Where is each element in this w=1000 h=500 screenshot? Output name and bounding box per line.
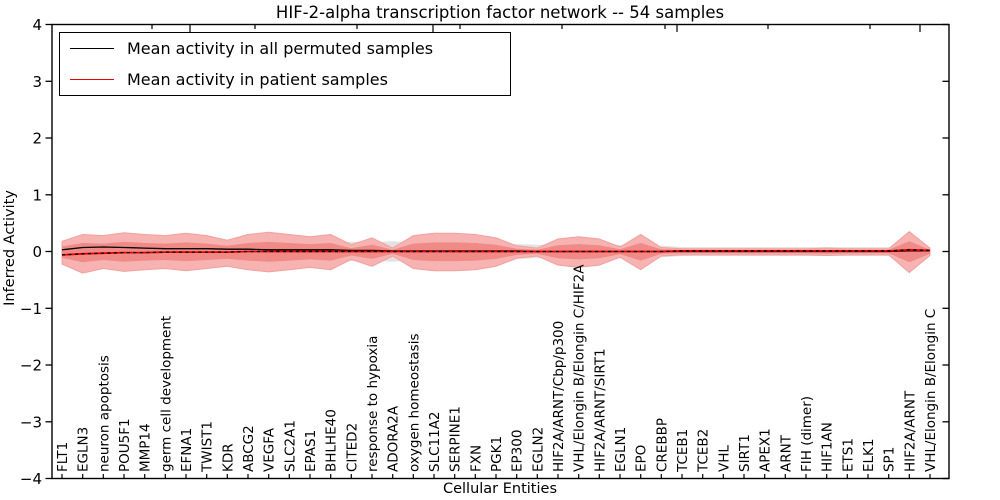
x-tick-label: HIF1AN xyxy=(820,422,836,472)
x-tick-label: VEGFA xyxy=(262,427,278,472)
x-tick-label: APEX1 xyxy=(758,428,774,472)
x-tick-label: VHL xyxy=(716,445,732,472)
y-tick-label: 4 xyxy=(32,16,42,34)
x-tick-label: VHL/Elongin B/Elongin C/HIF2A xyxy=(572,264,588,472)
chart-title: HIF-2-alpha transcription factor network… xyxy=(275,3,725,22)
y-tick-label: −4 xyxy=(20,470,42,488)
legend-line-sample-permuted xyxy=(70,48,114,50)
x-tick-label: ARNT xyxy=(778,434,794,472)
x-tick-label: neuron apoptosis xyxy=(96,355,112,472)
x-tick-label: oxygen homeostasis xyxy=(406,334,422,473)
x-tick-label: SIRT1 xyxy=(737,434,753,472)
x-tick-label: SLC11A2 xyxy=(427,411,443,472)
x-axis-label: Cellular Entities xyxy=(442,481,558,497)
x-tick-label: ETS1 xyxy=(840,438,856,472)
x-tick-label: ABCG2 xyxy=(241,425,257,472)
y-axis-label: Inferred Activity xyxy=(2,190,18,306)
x-tick-label: HIF2A/ARNT/Cbp/p300 xyxy=(551,321,567,472)
zero-dashed-line xyxy=(61,249,931,256)
x-tick-label: HIF2A/ARNT/SIRT1 xyxy=(592,348,608,472)
x-tick-label: SLC2A1 xyxy=(282,420,298,472)
x-tick-label: POU5F1 xyxy=(117,418,133,472)
x-tick-label: FIH (dimer) xyxy=(799,396,815,472)
x-tick-label: EP300 xyxy=(510,430,526,472)
y-tick-label: −2 xyxy=(20,357,42,375)
legend-line-sample-patient xyxy=(70,78,114,80)
legend-entry-permuted: Mean activity in all permuted samples xyxy=(60,34,510,64)
x-tick-label: TCEB1 xyxy=(675,429,691,473)
x-tick-label: germ cell development xyxy=(158,316,174,472)
x-tick-label: SP1 xyxy=(882,447,898,472)
x-tick-label: CREBBP xyxy=(654,418,670,472)
legend-entry-patient: Mean activity in patient samples xyxy=(60,64,510,94)
x-tick-label: TCEB2 xyxy=(696,429,712,473)
x-tick-label: response to hypoxia xyxy=(365,336,381,472)
x-tick-label: FXN xyxy=(468,445,484,472)
x-tick-label: ELK1 xyxy=(861,439,877,473)
x-tick-label: VHL/Elongin B/Elongin C xyxy=(923,309,939,472)
x-tick-label: EFNA1 xyxy=(179,428,195,472)
y-tick-label: 1 xyxy=(32,186,42,204)
x-tick-label: EPO xyxy=(634,445,650,472)
y-tick-label: 3 xyxy=(32,73,42,91)
x-tick-label: SERPINE1 xyxy=(448,406,464,472)
x-tick-label: HIF2A/ARNT xyxy=(902,390,918,472)
y-tick-label: 2 xyxy=(32,130,42,148)
x-tick-label: KDR xyxy=(220,443,236,472)
x-tick-label: EGLN2 xyxy=(530,427,546,472)
legend: Mean activity in all permuted samples Me… xyxy=(59,32,511,96)
legend-label-patient: Mean activity in patient samples xyxy=(127,69,388,89)
x-tick-label: BHLHE40 xyxy=(324,409,340,472)
x-tick-label: EGLN3 xyxy=(76,427,92,472)
y-tick-label: −3 xyxy=(20,413,42,431)
x-tick-label: EGLN1 xyxy=(613,427,629,472)
x-tick-label: FLT1 xyxy=(55,442,71,472)
y-tick-label: 0 xyxy=(32,243,42,261)
x-tick-label: TWIST1 xyxy=(200,421,216,473)
x-tick-label: PGK1 xyxy=(489,436,505,472)
legend-label-permuted: Mean activity in all permuted samples xyxy=(127,39,434,59)
x-tick-label: ADORA2A xyxy=(386,405,402,472)
x-tick-label: CITED2 xyxy=(344,423,360,472)
x-tick-label: MMP14 xyxy=(138,423,154,472)
x-tick-label: EPAS1 xyxy=(303,430,319,472)
y-tick-label: −1 xyxy=(20,300,42,318)
